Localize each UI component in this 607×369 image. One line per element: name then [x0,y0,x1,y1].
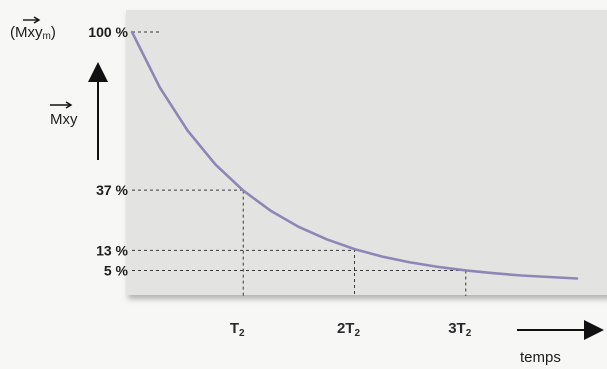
y-tick-label: 13 % [96,242,128,258]
y-axis-title: Mxy [50,111,78,128]
x-axis-title: temps [520,349,561,366]
y-tick-label: 37 % [96,182,128,198]
x-tick-labels: T2 2T2 3T2 [230,320,472,339]
ylabel-vector-arrowhead-icon [65,101,73,109]
x-tick-label: 2T2 [337,320,361,339]
y-tick-labels: 100 % 37 % 13 % 5 % [88,24,128,278]
decay-curve [130,30,579,280]
y-tick-label: 5 % [104,262,129,278]
x-tick-label: T2 [230,320,245,339]
y-max-label: (Mxym) [10,16,56,42]
guide-lines [132,31,467,296]
y-max-label-text: (Mxym) [10,24,56,42]
y-tick-label: 100 % [88,24,128,40]
x-tick-label: 3T2 [448,320,472,339]
vector-arrowhead-icon [33,16,41,24]
